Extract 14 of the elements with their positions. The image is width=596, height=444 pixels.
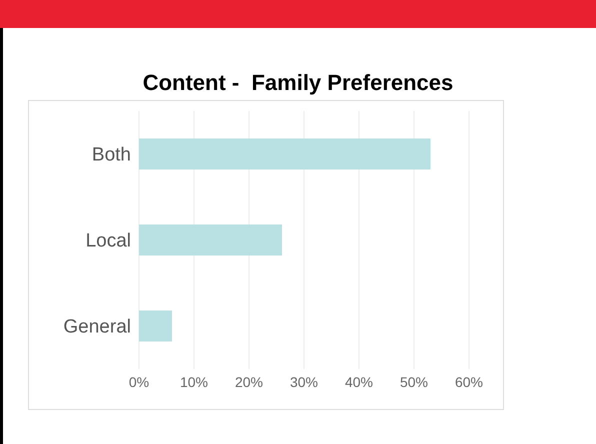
x-tick-label: 10% [180,374,208,390]
bar [139,138,430,170]
bar [139,310,172,342]
x-tick-label: 30% [290,374,318,390]
x-tick-label: 40% [344,374,374,390]
y-tick-label: General [63,316,131,338]
x-tick-label: 20% [234,374,264,390]
x-tick-label: 0% [128,374,150,390]
y-tick-label: Local [86,230,131,252]
x-tick-label: 50% [400,374,428,390]
bar [139,224,282,256]
y-tick-label: Both [92,144,131,166]
x-tick-label: 60% [454,374,484,390]
chart-title: Content - Family Preferences [142,70,454,96]
